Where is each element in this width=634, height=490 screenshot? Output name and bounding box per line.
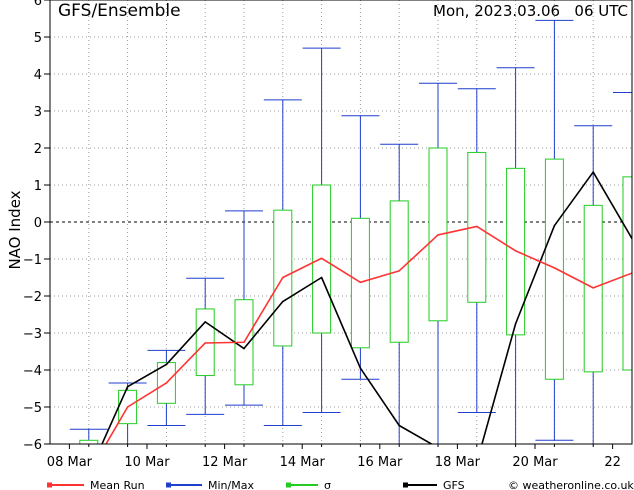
gfs-point — [282, 300, 284, 303]
mean-run-point — [243, 341, 245, 344]
y-tick-label: 2 — [34, 142, 42, 157]
legend-min-max-marker — [166, 482, 171, 488]
x-tick-label: 10 Mar — [124, 455, 170, 470]
legend-sigma-label: σ — [324, 479, 331, 490]
mean-run-point — [359, 281, 362, 284]
x-tick-label: 08 Mar — [47, 455, 93, 470]
run-time: Mon, 2023.03.06 06 UTC — [433, 2, 628, 20]
sigma-box — [544, 158, 564, 380]
mean-run-point — [437, 234, 439, 236]
x-tick-label: 20 Mar — [512, 455, 558, 470]
x-tick-label: 18 Mar — [435, 455, 481, 470]
x-axis: 08 Mar 10 Mar 12 Mar 14 Mar 16 Mar 18 Mar 20 M… — [47, 444, 621, 470]
gfs-point — [359, 367, 362, 369]
mean-run-point — [514, 250, 517, 252]
gfs-point — [165, 363, 168, 366]
series-lines — [88, 171, 632, 475]
gfs-point — [514, 322, 517, 325]
x-tick-label: 22 — [604, 455, 621, 470]
legend-sigma-marker — [286, 482, 291, 488]
gfs-point — [592, 171, 594, 173]
y-tick-label: 1 — [34, 179, 42, 194]
y-tick-label: −3 — [23, 327, 42, 342]
mean-run-point — [282, 276, 284, 279]
mean-run-point — [165, 382, 168, 384]
legend-mean-run-marker — [47, 482, 52, 488]
mean-run-point — [204, 342, 206, 344]
legend-gfs-marker — [403, 482, 408, 488]
mean-run-point — [476, 225, 478, 228]
credit-text: © weatheronline.co.uk — [508, 479, 634, 490]
y-tick-label: 4 — [34, 68, 42, 83]
mean-run-point — [88, 473, 90, 475]
legend: Mean Run Min/Max σ GFS © weatheronline.c… — [47, 479, 634, 490]
y-tick-label: −6 — [23, 438, 42, 453]
y-tick-label: 0 — [34, 216, 42, 231]
gfs-point — [320, 276, 323, 279]
y-tick-label: −4 — [23, 364, 42, 379]
y-tick-label: −5 — [23, 401, 42, 416]
mean-run-point — [398, 270, 401, 272]
gfs-point — [437, 447, 439, 449]
mean-run-point — [126, 406, 129, 408]
y-tick-label: −2 — [23, 290, 42, 305]
min-max-bar — [613, 92, 632, 444]
y-tick-label: 3 — [34, 105, 42, 120]
gfs-point — [126, 385, 129, 388]
x-tick-label: 14 Mar — [280, 455, 326, 470]
min-max-bar — [69, 428, 108, 444]
mean-run-point — [592, 287, 594, 289]
y-tick-label: 6 — [34, 0, 42, 9]
sigma-box — [622, 176, 632, 371]
gfs-point — [553, 224, 556, 227]
sigma-box — [79, 439, 99, 444]
gfs-point — [88, 473, 90, 475]
gfs-point — [398, 424, 401, 427]
gfs-point — [243, 347, 245, 350]
x-tick-label: 12 Mar — [202, 455, 248, 470]
x-tick-label: 16 Mar — [357, 455, 403, 470]
y-tick-label: 5 — [34, 31, 42, 46]
y-tick-label: −1 — [23, 253, 42, 268]
y-axis-label: NAO Index — [6, 190, 24, 269]
legend-gfs-label: GFS — [443, 479, 465, 490]
mean-run-point — [553, 267, 556, 269]
gfs-point — [204, 321, 206, 323]
y-axis: −6 −5 −4 −3 −2 −1 0 1 2 3 4 5 6 — [23, 0, 50, 453]
legend-min-max-label: Min/Max — [208, 479, 254, 490]
legend-mean-run-label: Mean Run — [90, 479, 145, 490]
chart-title: GFS/Ensemble — [58, 1, 181, 21]
mean-run-point — [320, 257, 323, 260]
